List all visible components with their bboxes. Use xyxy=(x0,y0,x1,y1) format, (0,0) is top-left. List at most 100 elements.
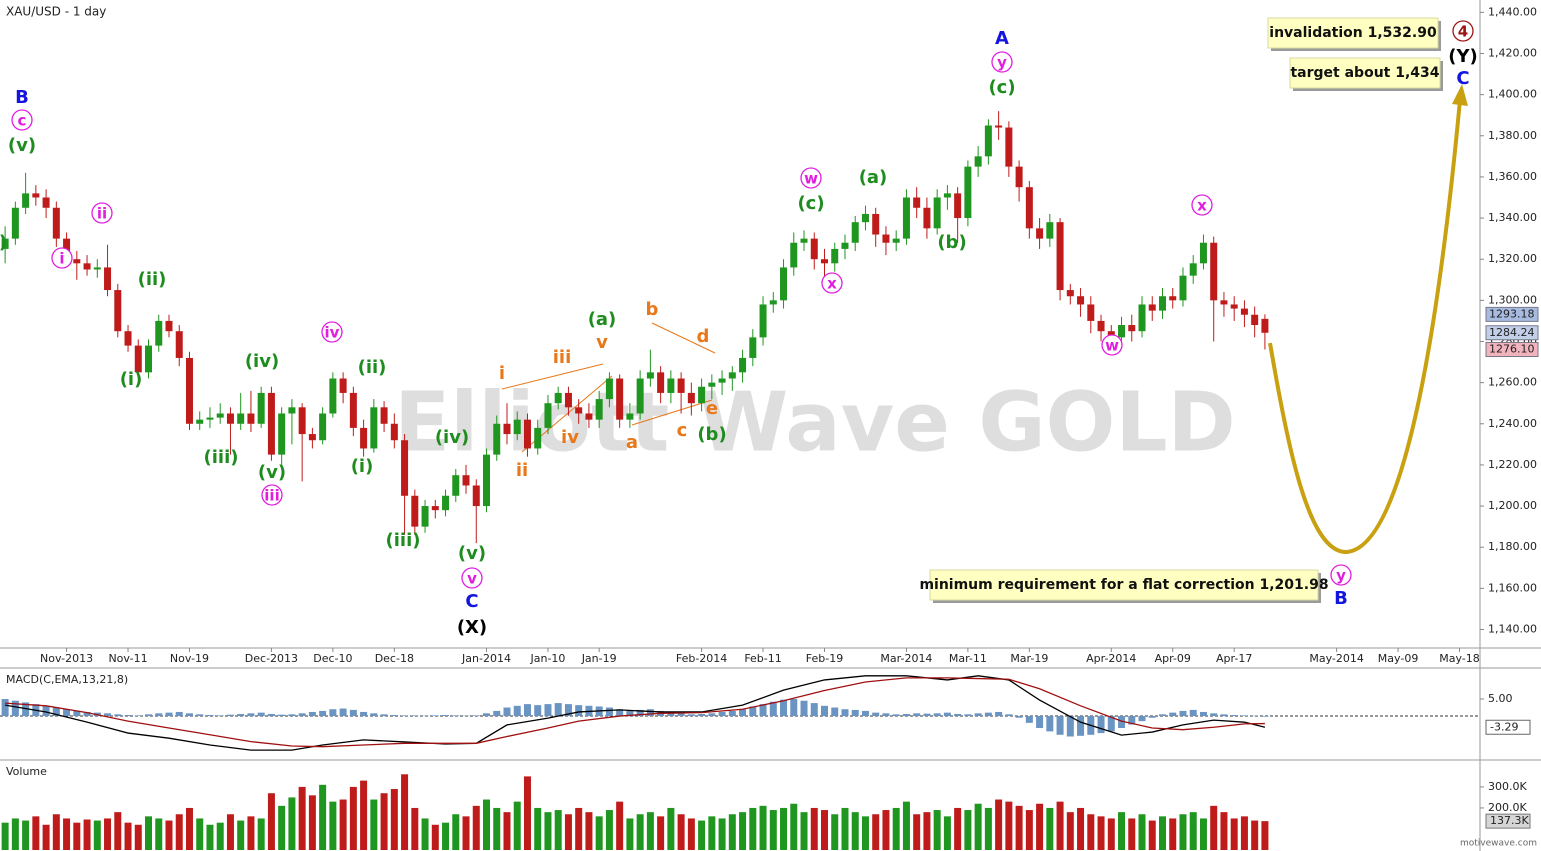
volume-bar xyxy=(1210,805,1218,850)
volume-bar xyxy=(503,812,511,850)
wave-label: (v) xyxy=(258,462,286,483)
histogram-bar xyxy=(769,701,777,717)
histogram-bar xyxy=(698,714,706,717)
candle-body xyxy=(288,407,296,414)
candle-body xyxy=(1169,296,1177,301)
volume-bar xyxy=(257,818,265,850)
volume-bar xyxy=(1066,812,1074,850)
volume-bar xyxy=(298,786,306,850)
volume-bar xyxy=(954,807,962,850)
candle-body xyxy=(155,320,163,346)
histogram-bar xyxy=(790,699,798,717)
histogram-bar xyxy=(1107,716,1115,732)
histogram-bar xyxy=(472,715,480,717)
candle-body xyxy=(411,495,419,527)
candle-body xyxy=(32,193,40,198)
volume-bar xyxy=(1036,803,1044,850)
candle-body xyxy=(523,419,531,449)
volume-badge-label: 137.3K xyxy=(1490,814,1529,827)
candle-body xyxy=(175,331,183,358)
volume-bar xyxy=(339,799,347,850)
candle-body xyxy=(1107,331,1115,338)
volume-bar xyxy=(780,807,788,850)
candle-body xyxy=(247,413,255,424)
candle-body xyxy=(995,125,1003,128)
candle-body xyxy=(1025,187,1033,229)
histogram-bar xyxy=(83,711,91,717)
histogram-bar xyxy=(892,714,900,717)
volume-bar xyxy=(718,818,726,850)
price-badge-label: 1276.10 xyxy=(1489,343,1535,356)
histogram-bar xyxy=(1,699,9,717)
volume-bar xyxy=(1261,821,1269,850)
volume-bar xyxy=(124,822,132,850)
volume-bar xyxy=(728,814,736,850)
volume-bar xyxy=(513,801,521,850)
volume-bar xyxy=(657,816,665,850)
candle-body xyxy=(1148,304,1156,311)
histogram-bar xyxy=(1189,709,1197,717)
histogram-bar xyxy=(1036,716,1044,728)
histogram-bar xyxy=(319,710,327,717)
wave-label: (iii) xyxy=(386,530,421,551)
wave-circle xyxy=(261,484,283,506)
histogram-bar xyxy=(1230,715,1238,717)
candle-body xyxy=(472,485,480,507)
wave-label: y xyxy=(1336,567,1346,585)
histogram-bar xyxy=(739,709,747,717)
histogram-bar xyxy=(380,714,388,717)
volume-bar xyxy=(739,812,747,850)
volume-bar xyxy=(196,818,204,850)
volume-bar xyxy=(11,818,19,850)
volume-bar xyxy=(22,820,30,850)
candle-body xyxy=(820,259,828,264)
volume-bar xyxy=(1220,812,1228,850)
callout-box xyxy=(929,569,1319,601)
candle-body xyxy=(1077,296,1085,305)
volume-bar xyxy=(943,816,951,850)
candle-body xyxy=(902,197,910,239)
wave-label: (Y) xyxy=(1448,46,1478,67)
wave-label: B xyxy=(15,87,29,108)
histogram-bar xyxy=(872,712,880,717)
volume-bar xyxy=(749,807,757,850)
histogram-bar xyxy=(810,703,818,717)
wave-circle xyxy=(991,51,1013,73)
candle-body xyxy=(749,337,757,358)
histogram-bar xyxy=(841,709,849,717)
histogram-bar xyxy=(114,714,122,717)
histogram-bar xyxy=(513,705,521,717)
wave-label: (ii) xyxy=(138,269,167,290)
candle-body xyxy=(800,238,808,243)
candle-body xyxy=(278,413,286,455)
volume-bar xyxy=(483,799,491,850)
candle-body xyxy=(104,267,112,291)
histogram-bar xyxy=(503,707,511,717)
volume-bar xyxy=(1087,814,1095,850)
volume-bar xyxy=(759,805,767,850)
candle-body xyxy=(575,407,583,414)
volume-bar xyxy=(902,801,910,850)
macd-line xyxy=(5,675,1266,751)
candle-body xyxy=(780,267,788,301)
histogram-bar xyxy=(411,715,419,717)
volume-bar xyxy=(923,812,931,850)
volume-bar xyxy=(534,807,542,850)
volume-bar xyxy=(575,807,583,850)
volume-bar xyxy=(698,820,706,850)
volume-bar xyxy=(667,807,675,850)
wave-label: i xyxy=(499,363,505,384)
x-tick-label: Mar-11 xyxy=(949,652,987,665)
candle-body xyxy=(882,234,890,243)
volume-bar xyxy=(185,807,193,850)
candle-body xyxy=(1036,228,1044,239)
x-tick-label: Nov-11 xyxy=(108,652,147,665)
histogram-bar xyxy=(974,713,982,717)
candle-body xyxy=(933,197,941,229)
histogram-bar xyxy=(339,708,347,717)
histogram-bar xyxy=(718,711,726,717)
candle-body xyxy=(145,345,153,373)
volume-bar xyxy=(564,814,572,850)
y-tick-label: 1,300.00 xyxy=(1488,293,1537,306)
